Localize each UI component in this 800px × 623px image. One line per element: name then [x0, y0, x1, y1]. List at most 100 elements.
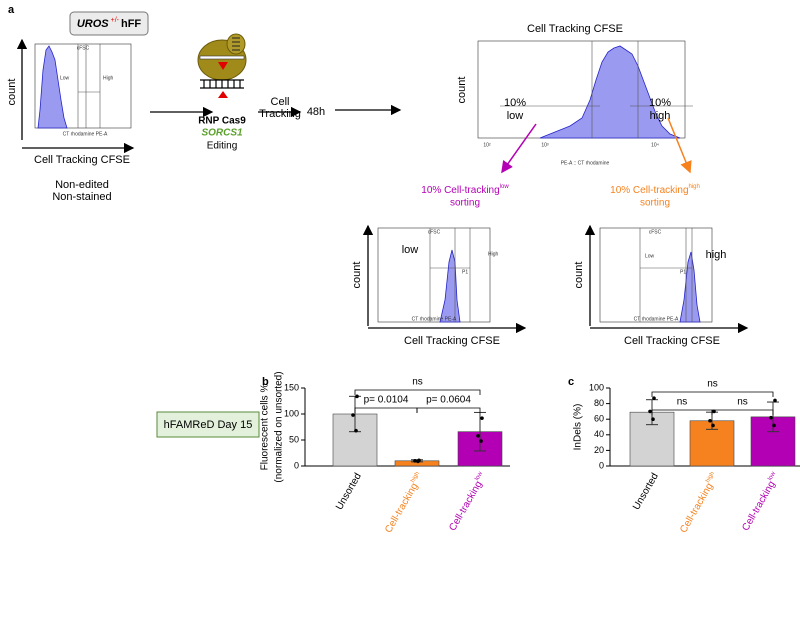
- y-label: count: [456, 77, 468, 104]
- x-label: PE-A :: CT rhodamine: [561, 160, 610, 166]
- y-tick-label: 20: [594, 445, 604, 455]
- data-point: [711, 423, 715, 428]
- significance-label: p= 0.0104: [364, 395, 409, 406]
- axis-label: CT rhodamine PE-A: [634, 316, 679, 322]
- y-tick-label: 0: [599, 460, 604, 470]
- x-tick-label: Unsorted: [334, 471, 364, 512]
- data-point: [769, 415, 773, 420]
- data-point: [651, 417, 655, 422]
- cell-line-box: [69, 11, 149, 36]
- axis-label: CT rhodamine PE-A: [412, 316, 457, 322]
- panel-label: a: [8, 4, 15, 16]
- cas9-icon: [197, 33, 247, 98]
- plot-title: cFSC: [77, 45, 90, 51]
- data-point: [480, 416, 484, 420]
- flow-plot-low: cFSC P1 High low CT rhodamine PE-A count…: [351, 224, 527, 347]
- sort-label: sorting: [640, 198, 670, 209]
- gate-label: High: [103, 75, 114, 81]
- y-tick-label: 150: [284, 382, 299, 392]
- significance-bracket: [354, 389, 481, 395]
- step-text: Tracking: [259, 108, 301, 120]
- category-sup: low: [767, 470, 777, 481]
- y-label: (normalized on unsorted): [274, 371, 285, 482]
- data-point: [773, 398, 777, 403]
- plot-title: cFSC: [428, 229, 441, 235]
- x-tick-label: Cell-trackinghigh: [382, 471, 426, 535]
- data-point: [708, 418, 712, 423]
- plot-frame: [377, 227, 491, 323]
- category-text: Cell-tracking: [740, 479, 777, 533]
- gate-label: low: [507, 110, 524, 122]
- gate-label: High: [488, 251, 499, 257]
- category-sup: low: [474, 470, 484, 481]
- x-label: Cell Tracking CFSE: [624, 335, 720, 347]
- gate-label: high: [706, 249, 727, 261]
- histogram: [539, 45, 681, 139]
- y-label: InDels (%): [573, 404, 584, 451]
- y-label: count: [351, 262, 363, 289]
- y-label: count: [573, 262, 585, 289]
- genotype: +/-: [111, 17, 120, 24]
- step-text: Cell: [271, 96, 290, 108]
- y-tick-label: 60: [594, 414, 604, 424]
- x-tick-label: 10⁴: [651, 142, 659, 148]
- data-point: [648, 409, 652, 414]
- label-box-text: hFAMReD Day 15: [164, 419, 253, 431]
- significance-label: ns: [412, 377, 423, 388]
- cell-line: UROS +/- hFF: [77, 17, 142, 30]
- data-point: [712, 409, 716, 414]
- sort-label: sorting: [450, 198, 480, 209]
- gate-label: P1: [680, 269, 686, 275]
- x-tick-label: 10³: [541, 142, 549, 148]
- x-tick-label: Cell-trackinghigh: [677, 471, 721, 535]
- editing-gene: SORCS1: [201, 128, 243, 139]
- y-tick-label: 40: [594, 429, 604, 439]
- sort-sup: low: [500, 184, 510, 190]
- sort-label: 10% Cell-trackinglow: [421, 184, 509, 196]
- gate-label: high: [650, 110, 671, 122]
- gate-label: low: [402, 244, 419, 256]
- arrow: [667, 117, 692, 174]
- histogram: [37, 45, 68, 129]
- data-point: [355, 394, 359, 399]
- gene: UROS: [77, 18, 109, 30]
- line-name: hFF: [121, 18, 141, 30]
- gate-label: Low: [645, 253, 655, 259]
- data-point: [652, 396, 656, 400]
- data-point: [351, 413, 355, 417]
- y-tick-label: 50: [289, 434, 299, 444]
- sort-text: 10% Cell-tracking: [610, 185, 688, 196]
- caption: Non-edited: [55, 179, 109, 191]
- y-tick-label: 0: [294, 460, 299, 470]
- sort-sup: high: [689, 184, 700, 190]
- significance-bracket: [711, 409, 774, 415]
- sort-text: 10% Cell-tracking: [421, 185, 499, 196]
- flow-plot-high: cFSC Low P1 high CT rhodamine PE-A count…: [573, 224, 749, 347]
- plot-title: Cell Tracking CFSE: [527, 23, 623, 35]
- data-point: [413, 459, 417, 463]
- data-point: [772, 423, 776, 428]
- caption: Non-stained: [52, 191, 111, 203]
- data-point: [479, 439, 483, 443]
- significance-label: ns: [707, 379, 718, 390]
- plot-title: cFSC: [649, 229, 662, 235]
- gate-label: Low: [60, 75, 70, 81]
- editing-line: Editing: [207, 141, 238, 152]
- category-sup: high: [705, 471, 716, 484]
- plot-frame: [34, 43, 132, 129]
- x-tick-label: Cell-trackinglow: [446, 470, 489, 533]
- category-text: Cell-tracking: [383, 481, 420, 535]
- gate-label: P1: [462, 269, 468, 275]
- plot-frame: [599, 227, 713, 323]
- significance-bracket: [651, 391, 774, 397]
- y-label: Fluorescent cells %: [260, 384, 271, 471]
- y-label: count: [6, 79, 18, 106]
- x-label: Cell Tracking CFSE: [404, 335, 500, 347]
- data-point: [354, 428, 358, 433]
- significance-bracket: [354, 407, 418, 413]
- y-tick-label: 100: [589, 382, 604, 392]
- flow-plot-main: Cell Tracking CFSE 10² 10³ 10⁴ PE-A :: C…: [456, 23, 693, 166]
- histogram: [439, 249, 461, 323]
- panel-label: b: [262, 376, 269, 388]
